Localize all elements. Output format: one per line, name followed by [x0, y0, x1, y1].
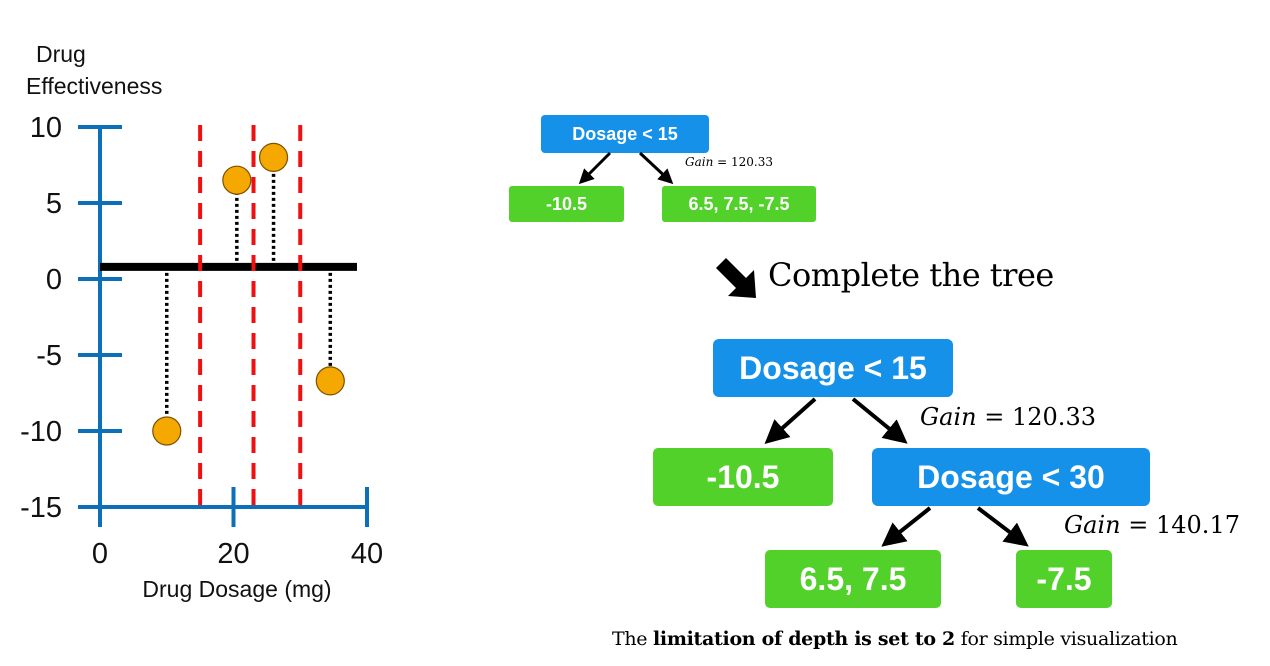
y-axis-label: Drug Effectiveness [26, 38, 162, 102]
big-tree-arrow-inner-left [881, 506, 932, 547]
big-tree-inner-gain-value: 140.17 [1156, 511, 1240, 539]
x-axis-label: Drug Dosage (mg) [142, 576, 331, 602]
big-tree-inner-gain: Gain = 140.17 [1064, 511, 1240, 539]
small-tree-gain: Gain = 120.33 [685, 155, 773, 169]
gain-word: Gain [920, 403, 977, 431]
gain-equals: = [713, 155, 731, 169]
small-tree-arrow-left [578, 151, 612, 185]
gain-equals: = [1120, 511, 1156, 539]
big-tree-left-leaf: -10.5 [653, 448, 833, 506]
y-axis-label-line2: Effectiveness [26, 73, 163, 99]
big-tree-root-gain-value: 120.33 [1012, 403, 1096, 431]
data-point [152, 416, 182, 446]
complete-the-tree-label: Complete the tree [768, 256, 1054, 294]
caption-post: for simple visualization [954, 628, 1178, 650]
big-tree-inner-left-leaf: 6.5, 7.5 [765, 550, 941, 608]
big-tree-inner-node: Dosage < 30 [872, 448, 1150, 506]
gain-word: Gain [1064, 511, 1121, 539]
small-tree-root-node: Dosage < 15 [541, 115, 709, 153]
big-tree-arrow-root-right [851, 397, 908, 444]
y-tick-label: 0 [46, 264, 62, 296]
y-tick-label: -10 [20, 416, 62, 448]
x-tick-label: 20 [217, 538, 249, 570]
big-tree-arrow-inner-right [976, 506, 1029, 547]
caption-pre: The [612, 628, 653, 650]
small-tree-left-leaf: -10.5 [509, 186, 624, 222]
gain-equals: = [976, 403, 1012, 431]
scatter-chart: 10 5 0 -5 -10 -15 0 20 40 Drug Dosage (mg) [20, 112, 383, 602]
x-tick-label: 0 [92, 538, 108, 570]
big-tree-inner-right-leaf: -7.5 [1016, 550, 1112, 608]
data-point [258, 142, 289, 172]
big-tree-arrow-root-left [764, 397, 817, 444]
y-tick-label: -5 [36, 340, 62, 372]
big-tree-root-gain: Gain = 120.33 [920, 403, 1096, 431]
data-point [222, 165, 252, 195]
y-tick-label: -15 [20, 492, 62, 524]
data-point [315, 366, 345, 396]
small-tree-gain-value: 120.33 [731, 155, 773, 169]
caption-bold: limitation of depth is set to 2 [653, 628, 955, 650]
chart-layer: 10 5 0 -5 -10 -15 0 20 40 Drug Dosage (mg) [20, 112, 383, 602]
y-axis-label-line1: Drug [36, 41, 86, 67]
x-tick-label: 40 [351, 538, 383, 570]
bold-down-right-arrow-icon [716, 258, 756, 298]
gain-word: Gain [685, 155, 714, 169]
y-tick-label: 10 [30, 112, 62, 144]
small-tree-arrow-right [638, 151, 674, 185]
caption: The limitation of depth is set to 2 for … [612, 628, 1178, 650]
big-tree-root-node: Dosage < 15 [713, 339, 953, 397]
y-tick-label: 5 [46, 188, 62, 220]
small-tree-right-leaf: 6.5, 7.5, -7.5 [662, 186, 816, 222]
